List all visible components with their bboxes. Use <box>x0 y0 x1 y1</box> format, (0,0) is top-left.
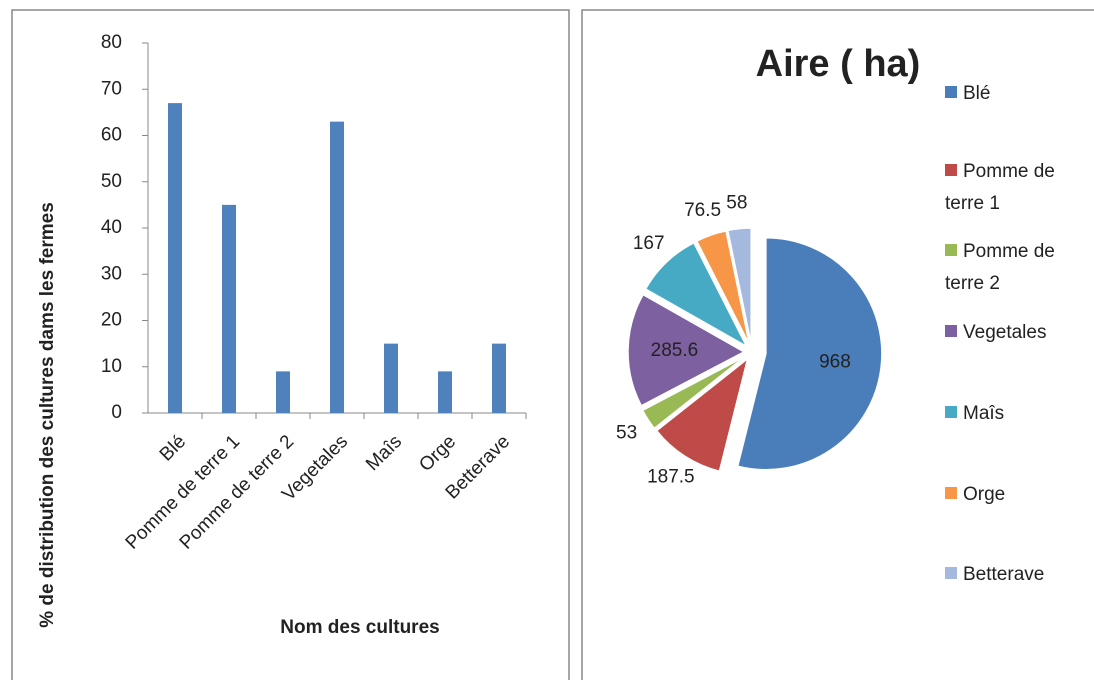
data-label: 187.5 <box>647 467 695 488</box>
pie-title: Aire ( ha) <box>756 43 921 85</box>
bar <box>438 371 452 413</box>
legend-item: Blé <box>945 78 1085 110</box>
legend-item: Vegetales <box>945 317 1085 349</box>
legend-swatch <box>945 86 957 98</box>
x-tick-label: Blé <box>156 431 190 465</box>
legend-label: Pomme de terre 1 <box>945 161 1055 214</box>
pie-panel <box>581 9 1094 680</box>
legend-label: Pomme de terre 2 <box>945 241 1055 294</box>
y-tick-label: 40 <box>101 217 122 238</box>
bar-panel <box>11 9 570 680</box>
data-label: 167 <box>633 233 665 254</box>
legend-item: Orge <box>945 479 1085 511</box>
data-label: 76.5 <box>684 200 721 221</box>
legend-item: Betterave <box>945 559 1085 591</box>
legend-swatch <box>945 325 957 337</box>
pie-slice <box>641 355 746 430</box>
y-tick-label: 80 <box>101 32 122 53</box>
y-tick-label: 20 <box>101 310 122 331</box>
legend-label: Vegetales <box>963 322 1047 343</box>
legend-swatch <box>945 164 957 176</box>
legend-label: Betterave <box>963 564 1045 585</box>
x-axis-label: Nom des cultures <box>280 617 439 638</box>
y-tick-label: 70 <box>101 78 122 99</box>
data-label: 53 <box>616 422 637 443</box>
pie-slice <box>644 241 749 349</box>
pie-slice <box>726 227 752 345</box>
bar <box>276 371 290 413</box>
x-tick-label: Orge <box>415 431 460 476</box>
pie-slice <box>627 293 746 407</box>
legend-item: Pomme de terre 1 <box>945 156 1085 220</box>
x-tick-label: Maîs <box>362 431 406 475</box>
bar <box>168 103 182 413</box>
bar <box>222 204 236 413</box>
bar <box>492 343 506 413</box>
legend-swatch <box>945 406 957 418</box>
legend-item: Pomme de terre 2 <box>945 236 1085 300</box>
y-tick-label: 60 <box>101 125 122 146</box>
legend-label: Maîs <box>963 403 1005 424</box>
y-tick-label: 50 <box>101 171 122 192</box>
data-label: 58 <box>726 192 747 213</box>
y-tick-label: 30 <box>101 263 122 284</box>
pie-slice <box>695 229 751 345</box>
data-label: 968 <box>819 351 851 372</box>
bar <box>330 121 344 413</box>
y-tick-label: 0 <box>111 402 122 423</box>
legend-swatch <box>945 487 957 499</box>
legend-swatch <box>945 567 957 579</box>
data-label: 285.6 <box>651 340 699 361</box>
legend-swatch <box>945 244 957 256</box>
y-tick-label: 10 <box>101 356 122 377</box>
legend-item: Maîs <box>945 398 1085 430</box>
pie-slice <box>655 356 749 473</box>
legend-label: Orge <box>963 484 1006 505</box>
pie-slice <box>736 236 883 471</box>
legend-label: Blé <box>963 83 991 104</box>
bar <box>384 343 398 413</box>
y-axis-label: % de distribution des cultures dams les … <box>37 202 58 628</box>
